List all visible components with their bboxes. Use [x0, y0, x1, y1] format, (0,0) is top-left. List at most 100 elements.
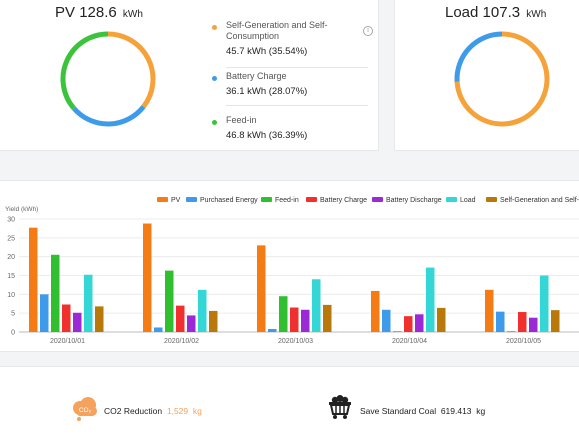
y-tick-label: 0	[11, 330, 15, 337]
bar-battery-charge-4[interactable]	[404, 316, 413, 332]
legend-swatch-self-generation-and-self-consumption[interactable]	[486, 197, 497, 202]
bar-purchased-energy-4[interactable]	[382, 309, 391, 332]
bar-feed-in-2[interactable]	[165, 270, 174, 332]
legend-divider	[226, 67, 368, 68]
y-tick-label: 10	[7, 292, 15, 299]
pv-slice-self-generation-and-self-consumption[interactable]	[107, 31, 156, 109]
bar-feed-in-3[interactable]	[279, 296, 288, 332]
bar-battery-charge-5[interactable]	[518, 312, 527, 332]
coal-label: Save Standard Coal	[360, 406, 437, 416]
bar-self-generation-and-self-consumption-1[interactable]	[95, 306, 104, 332]
legend-label-load[interactable]: Load	[460, 197, 476, 204]
bar-load-1[interactable]	[84, 274, 93, 332]
environmental-benefits-card: CO₂ CO2 Reduction 1,529 kg Save Standard…	[0, 366, 579, 435]
legend-swatch-feed-in[interactable]	[261, 197, 272, 202]
y-tick-label: 15	[7, 273, 15, 280]
bar-self-generation-and-self-consumption-5[interactable]	[551, 310, 560, 332]
bar-purchased-energy-3[interactable]	[268, 328, 277, 332]
bar-battery-discharge-3[interactable]	[301, 309, 310, 332]
legend-value-self-consumption: 45.7 kWh (35.54%)	[226, 46, 308, 57]
pv-unit: kWh	[122, 9, 143, 20]
legend-value-battery-charge: 36.1 kWh (28.07%)	[226, 86, 308, 97]
bar-self-generation-and-self-consumption-4[interactable]	[437, 307, 446, 332]
legend-feed-in: Feed-in 46.8 kWh (36.39%)	[212, 115, 372, 141]
legend-label-battery-charge[interactable]: Battery Charge	[320, 197, 367, 204]
bar-self-generation-and-self-consumption-3[interactable]	[323, 304, 332, 332]
pv-slice-battery-charge[interactable]	[72, 105, 146, 127]
legend-self-consumption: Self-Generation and Self- Consumption 45…	[212, 20, 372, 68]
bar-feed-in-5[interactable]	[507, 331, 516, 332]
bar-battery-discharge-1[interactable]	[73, 312, 82, 332]
legend-label-self-consumption: Self-Generation and Self- Consumption	[226, 20, 328, 41]
legend-label-purchased-energy[interactable]: Purchased Energy	[200, 197, 258, 204]
legend-label-feed-in[interactable]: Feed-in	[275, 197, 299, 204]
legend-divider	[226, 105, 368, 106]
coal-unit: kg	[476, 406, 486, 416]
co2-label: CO2 Reduction	[104, 406, 163, 416]
load-title: Load 107.3 kWh	[437, 4, 555, 21]
pv-title-label: PV	[55, 4, 76, 21]
load-unit: kWh	[526, 9, 547, 20]
bar-pv-4[interactable]	[371, 290, 380, 332]
bar-pv-2[interactable]	[143, 223, 152, 332]
x-tick-label: 2020/10/03	[278, 338, 313, 345]
co2-value: 1,529	[166, 406, 189, 416]
legend-dot-self-consumption	[212, 25, 217, 30]
bar-pv-3[interactable]	[257, 245, 266, 332]
legend-label-pv[interactable]: PV	[171, 197, 181, 204]
load-slice-purchased-energy[interactable]	[454, 31, 503, 82]
coal-value: 619.413	[440, 406, 472, 416]
pv-slice-feed-in[interactable]	[60, 31, 109, 111]
legend-dot-battery-charge	[212, 76, 217, 81]
y-tick-label: 20	[7, 254, 15, 261]
legend-swatch-load[interactable]	[446, 197, 457, 202]
bar-load-4[interactable]	[426, 267, 435, 332]
bar-purchased-energy-5[interactable]	[496, 311, 505, 332]
y-tick-label: 25	[7, 235, 15, 242]
x-tick-label: 2020/10/01	[50, 338, 85, 345]
bar-feed-in-4[interactable]	[393, 331, 402, 332]
pv-title: PV 128.6 kWh	[47, 4, 151, 21]
bar-load-3[interactable]	[312, 279, 321, 332]
y-axis-label: Yield (kWh)	[5, 206, 38, 213]
bar-pv-1[interactable]	[29, 227, 38, 332]
legend-label-battery-discharge[interactable]: Battery Discharge	[386, 197, 442, 204]
legend-swatch-battery-charge[interactable]	[306, 197, 317, 202]
load-slice-self-generation-and-self-consumption[interactable]	[454, 31, 550, 127]
legend-swatch-pv[interactable]	[157, 197, 168, 202]
bar-self-generation-and-self-consumption-2[interactable]	[209, 310, 218, 332]
legend-battery-charge: Battery Charge 36.1 kWh (28.07%)	[212, 71, 372, 106]
legend-swatch-battery-discharge[interactable]	[372, 197, 383, 202]
energy-bar-chart: Yield (kWh) 0 5 10 15 20 25 30 2020/10/01 2020/10…	[5, 197, 579, 345]
load-title-label: Load	[445, 4, 479, 21]
x-tick-label: 2020/10/02	[164, 338, 199, 345]
pv-total-value: 128.6	[79, 4, 117, 21]
svg-text:CO₂: CO₂	[79, 407, 92, 414]
bar-feed-in-1[interactable]	[51, 254, 60, 332]
bar-battery-discharge-2[interactable]	[187, 315, 196, 332]
bar-pv-5[interactable]	[485, 289, 494, 332]
bar-purchased-energy-2[interactable]	[154, 327, 163, 332]
x-tick-label: 2020/10/05	[506, 338, 541, 345]
legend-swatch-purchased-energy[interactable]	[186, 197, 197, 202]
co2-unit: kg	[192, 406, 202, 416]
bar-purchased-energy-1[interactable]	[40, 294, 49, 332]
legend-label-self-generation-and-self-consumption[interactable]: Self-Generation and Self-C	[500, 197, 579, 204]
y-tick-label: 5	[11, 311, 15, 318]
bar-battery-charge-1[interactable]	[62, 304, 71, 332]
load-donut-chart	[454, 31, 550, 127]
bar-battery-discharge-5[interactable]	[529, 317, 538, 332]
bar-battery-discharge-4[interactable]	[415, 314, 424, 332]
bar-load-5[interactable]	[540, 275, 549, 333]
bar-load-2[interactable]	[198, 289, 207, 332]
info-icon[interactable]: i	[363, 26, 373, 36]
bar-battery-charge-3[interactable]	[290, 307, 299, 332]
pv-donut-chart	[60, 31, 156, 127]
y-tick-label: 30	[7, 217, 15, 224]
bar-battery-charge-2[interactable]	[176, 305, 185, 332]
x-tick-label: 2020/10/04	[392, 338, 427, 345]
energy-bar-chart-card: Yield (kWh) 0 5 10 15 20 25 30 2020/10/01 2020/10…	[0, 180, 579, 352]
legend-value-feed-in: 46.8 kWh (36.39%)	[226, 130, 308, 141]
coal-cart-icon	[329, 395, 351, 419]
pv-summary-card: PV 128.6 kWh Self-Generation and Self- C…	[0, 0, 379, 151]
